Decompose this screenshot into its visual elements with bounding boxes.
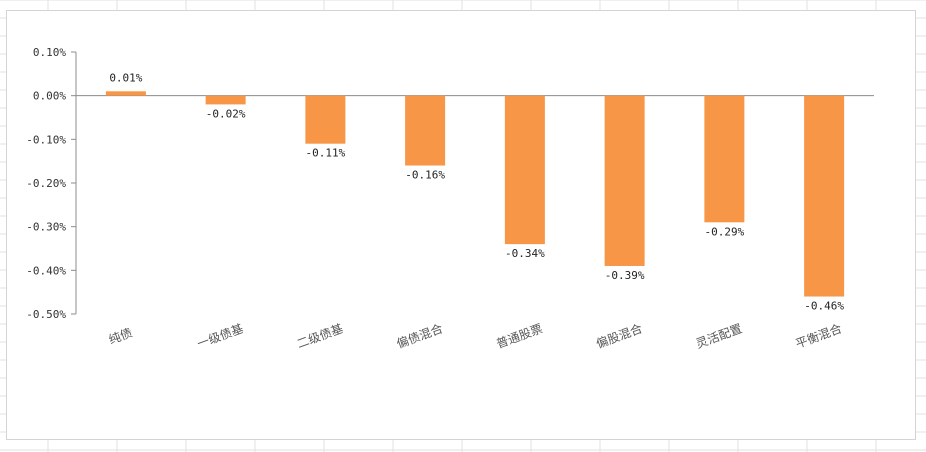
chart-area[interactable] — [6, 10, 916, 440]
x-tick-label: 二级债基 — [295, 321, 345, 351]
x-tick-label: 平衡混合 — [793, 321, 843, 352]
y-tick-label: -0.50% — [26, 308, 66, 321]
data-label: -0.16% — [405, 169, 445, 182]
data-label: -0.46% — [804, 300, 844, 313]
x-tick-label: 偏债混合 — [394, 321, 444, 352]
bar[interactable] — [205, 95, 246, 105]
bar[interactable] — [305, 95, 346, 144]
bars — [105, 91, 845, 297]
x-tick-label: 纯债 — [107, 326, 134, 347]
data-label: -0.02% — [206, 107, 246, 120]
y-tick-label: 0.10% — [33, 46, 66, 59]
x-tick-label: 偏股混合 — [594, 321, 644, 352]
y-tick-label: 0.00% — [33, 90, 66, 103]
y-tick-label: -0.30% — [26, 221, 66, 234]
data-label: -0.11% — [306, 147, 346, 160]
bar[interactable] — [604, 95, 645, 266]
bar[interactable] — [105, 91, 146, 96]
x-tick-label: 一级债基 — [195, 321, 245, 351]
y-tick-label: -0.20% — [26, 177, 66, 190]
x-axis-labels: 纯债 一级债基 二级债基 偏债混合 普通股票 偏股混合 灵活配置 平衡混合 — [107, 321, 844, 352]
bar[interactable] — [504, 95, 545, 245]
data-label: 0.01% — [109, 71, 142, 84]
y-axis: 0.10% 0.00% -0.10% -0.20% -0.30% -0.40% -0.50% — [26, 46, 77, 321]
bar[interactable] — [804, 95, 845, 297]
x-tick-label: 灵活配置 — [694, 321, 744, 351]
data-label: -0.29% — [705, 225, 745, 238]
data-label: -0.34% — [505, 247, 545, 260]
data-labels: 0.01% -0.02% -0.11% -0.16% -0.34% -0.39% -0.29… — [109, 71, 844, 312]
data-label: -0.39% — [605, 269, 645, 282]
y-tick-label: -0.10% — [26, 133, 66, 146]
bar[interactable] — [405, 95, 446, 166]
y-tick-label: -0.40% — [26, 264, 66, 277]
bar[interactable] — [704, 95, 745, 223]
x-tick-label: 普通股票 — [495, 321, 545, 351]
